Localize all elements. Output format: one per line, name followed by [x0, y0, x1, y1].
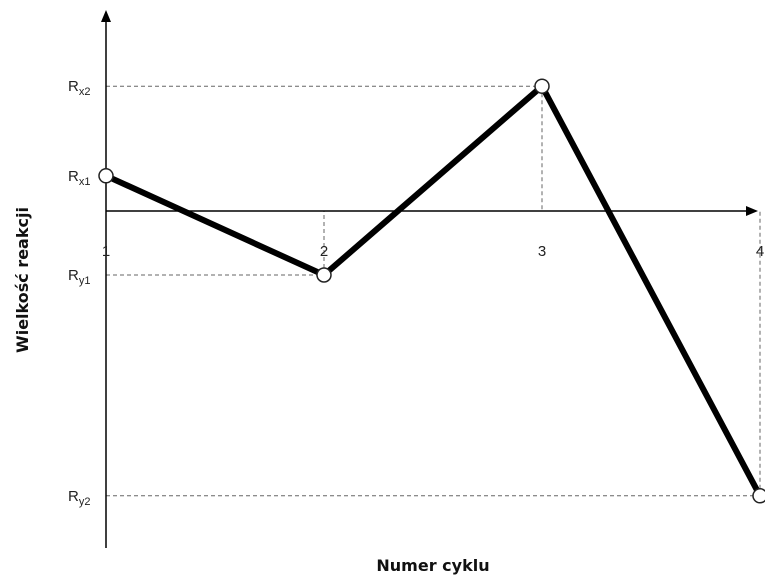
axes — [101, 10, 758, 548]
data-point-4 — [752, 488, 765, 504]
y-tick-labels: Rx2 Rx1 Ry1 Ry2 — [68, 78, 90, 508]
x-tick-label: 2 — [320, 243, 328, 260]
y-tick-label-x2: Rx2 — [68, 78, 90, 98]
y-tick-label-y2: Ry2 — [68, 488, 90, 508]
x-axis-arrow — [746, 206, 758, 216]
x-tick-label: 1 — [102, 243, 110, 260]
y-axis-arrow — [101, 10, 111, 22]
x-tick-label: 4 — [756, 243, 764, 260]
guide-lines — [106, 85, 761, 497]
x-tick-labels: 1 2 3 4 — [102, 243, 764, 260]
data-point-1 — [98, 168, 114, 184]
series-line — [104, 81, 763, 498]
data-markers — [98, 78, 765, 504]
x-axis-title: Numer cyklu — [376, 556, 489, 575]
y-tick-label-x1: Rx1 — [68, 168, 90, 188]
data-point-3 — [534, 78, 550, 94]
y-tick-label-y1: Ry1 — [68, 267, 90, 287]
y-axis-title: Wielkość reakcji — [13, 207, 32, 353]
data-point-2 — [316, 267, 332, 283]
x-tick-label: 3 — [538, 243, 546, 260]
